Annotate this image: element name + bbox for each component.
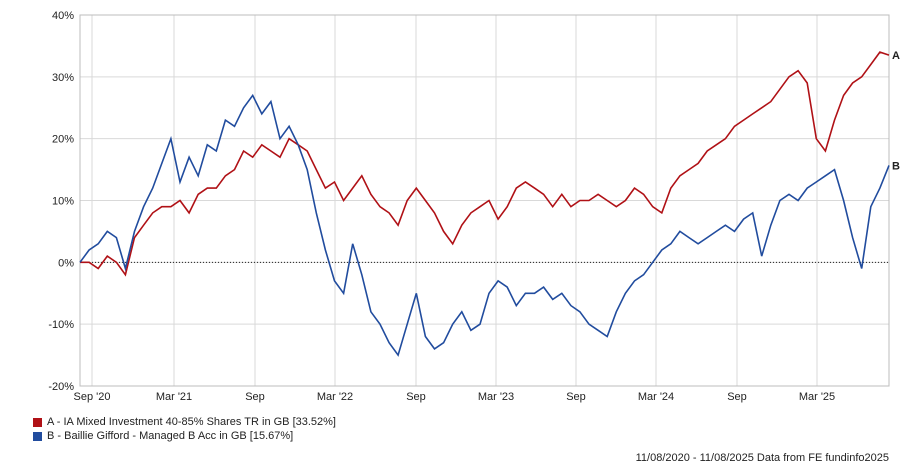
series-b-line (79, 93, 890, 357)
chart-legend: A - IA Mixed Investment 40-85% Shares TR… (33, 415, 336, 443)
series-a-line (80, 51, 890, 277)
y-tick-label: 30% (52, 72, 74, 84)
y-axis-labels: 40% 30% 20% 10% 0% -10% -20% (48, 10, 74, 393)
x-tick-label: Sep (245, 391, 265, 403)
y-tick-label: -10% (48, 319, 74, 331)
x-axis-labels: Sep '20 Mar '21 Sep Mar '22 Sep Mar '23 Sep Mar… (74, 391, 836, 403)
x-tick-label: Sep (566, 391, 586, 403)
legend-label-a: A - IA Mixed Investment 40-85% Shares TR… (47, 416, 336, 428)
x-tick-label: Mar '21 (156, 391, 192, 403)
legend-item-b: B - Baillie Gifford - Managed B Acc in G… (33, 429, 336, 443)
performance-line-chart: 40%30%20%10%0%-10%-20% Sep '20 Mar '21 Sep… (48, 10, 900, 403)
y-tick-label: 40% (52, 10, 74, 22)
legend-swatch-b (33, 431, 42, 441)
x-tick-label: Mar '24 (638, 391, 674, 403)
plot-area-border (79, 14, 890, 387)
series-a-end-label: A (892, 50, 900, 62)
chart-grid (80, 14, 889, 387)
x-tick-label: Mar '22 (317, 391, 353, 403)
y-tick-label: 0% (58, 257, 74, 269)
x-tick-label: Mar '25 (799, 391, 835, 403)
x-tick-label: Sep (727, 391, 747, 403)
y-tick-label: -20% (48, 381, 74, 393)
legend-swatch-a (33, 417, 42, 427)
x-tick-label: Mar '23 (478, 391, 514, 403)
legend-item-a: A - IA Mixed Investment 40-85% Shares TR… (33, 415, 336, 429)
x-tick-label: Sep (406, 391, 426, 403)
y-tick-label: 10% (52, 196, 74, 208)
date-range-footer: 11/08/2020 - 11/08/2025 Data from FE fun… (635, 452, 889, 464)
y-tick-label: 20% (52, 134, 74, 146)
x-tick-label: Sep '20 (74, 391, 111, 403)
series-b-end-label: B (892, 160, 900, 172)
legend-label-b: B - Baillie Gifford - Managed B Acc in G… (47, 430, 294, 442)
